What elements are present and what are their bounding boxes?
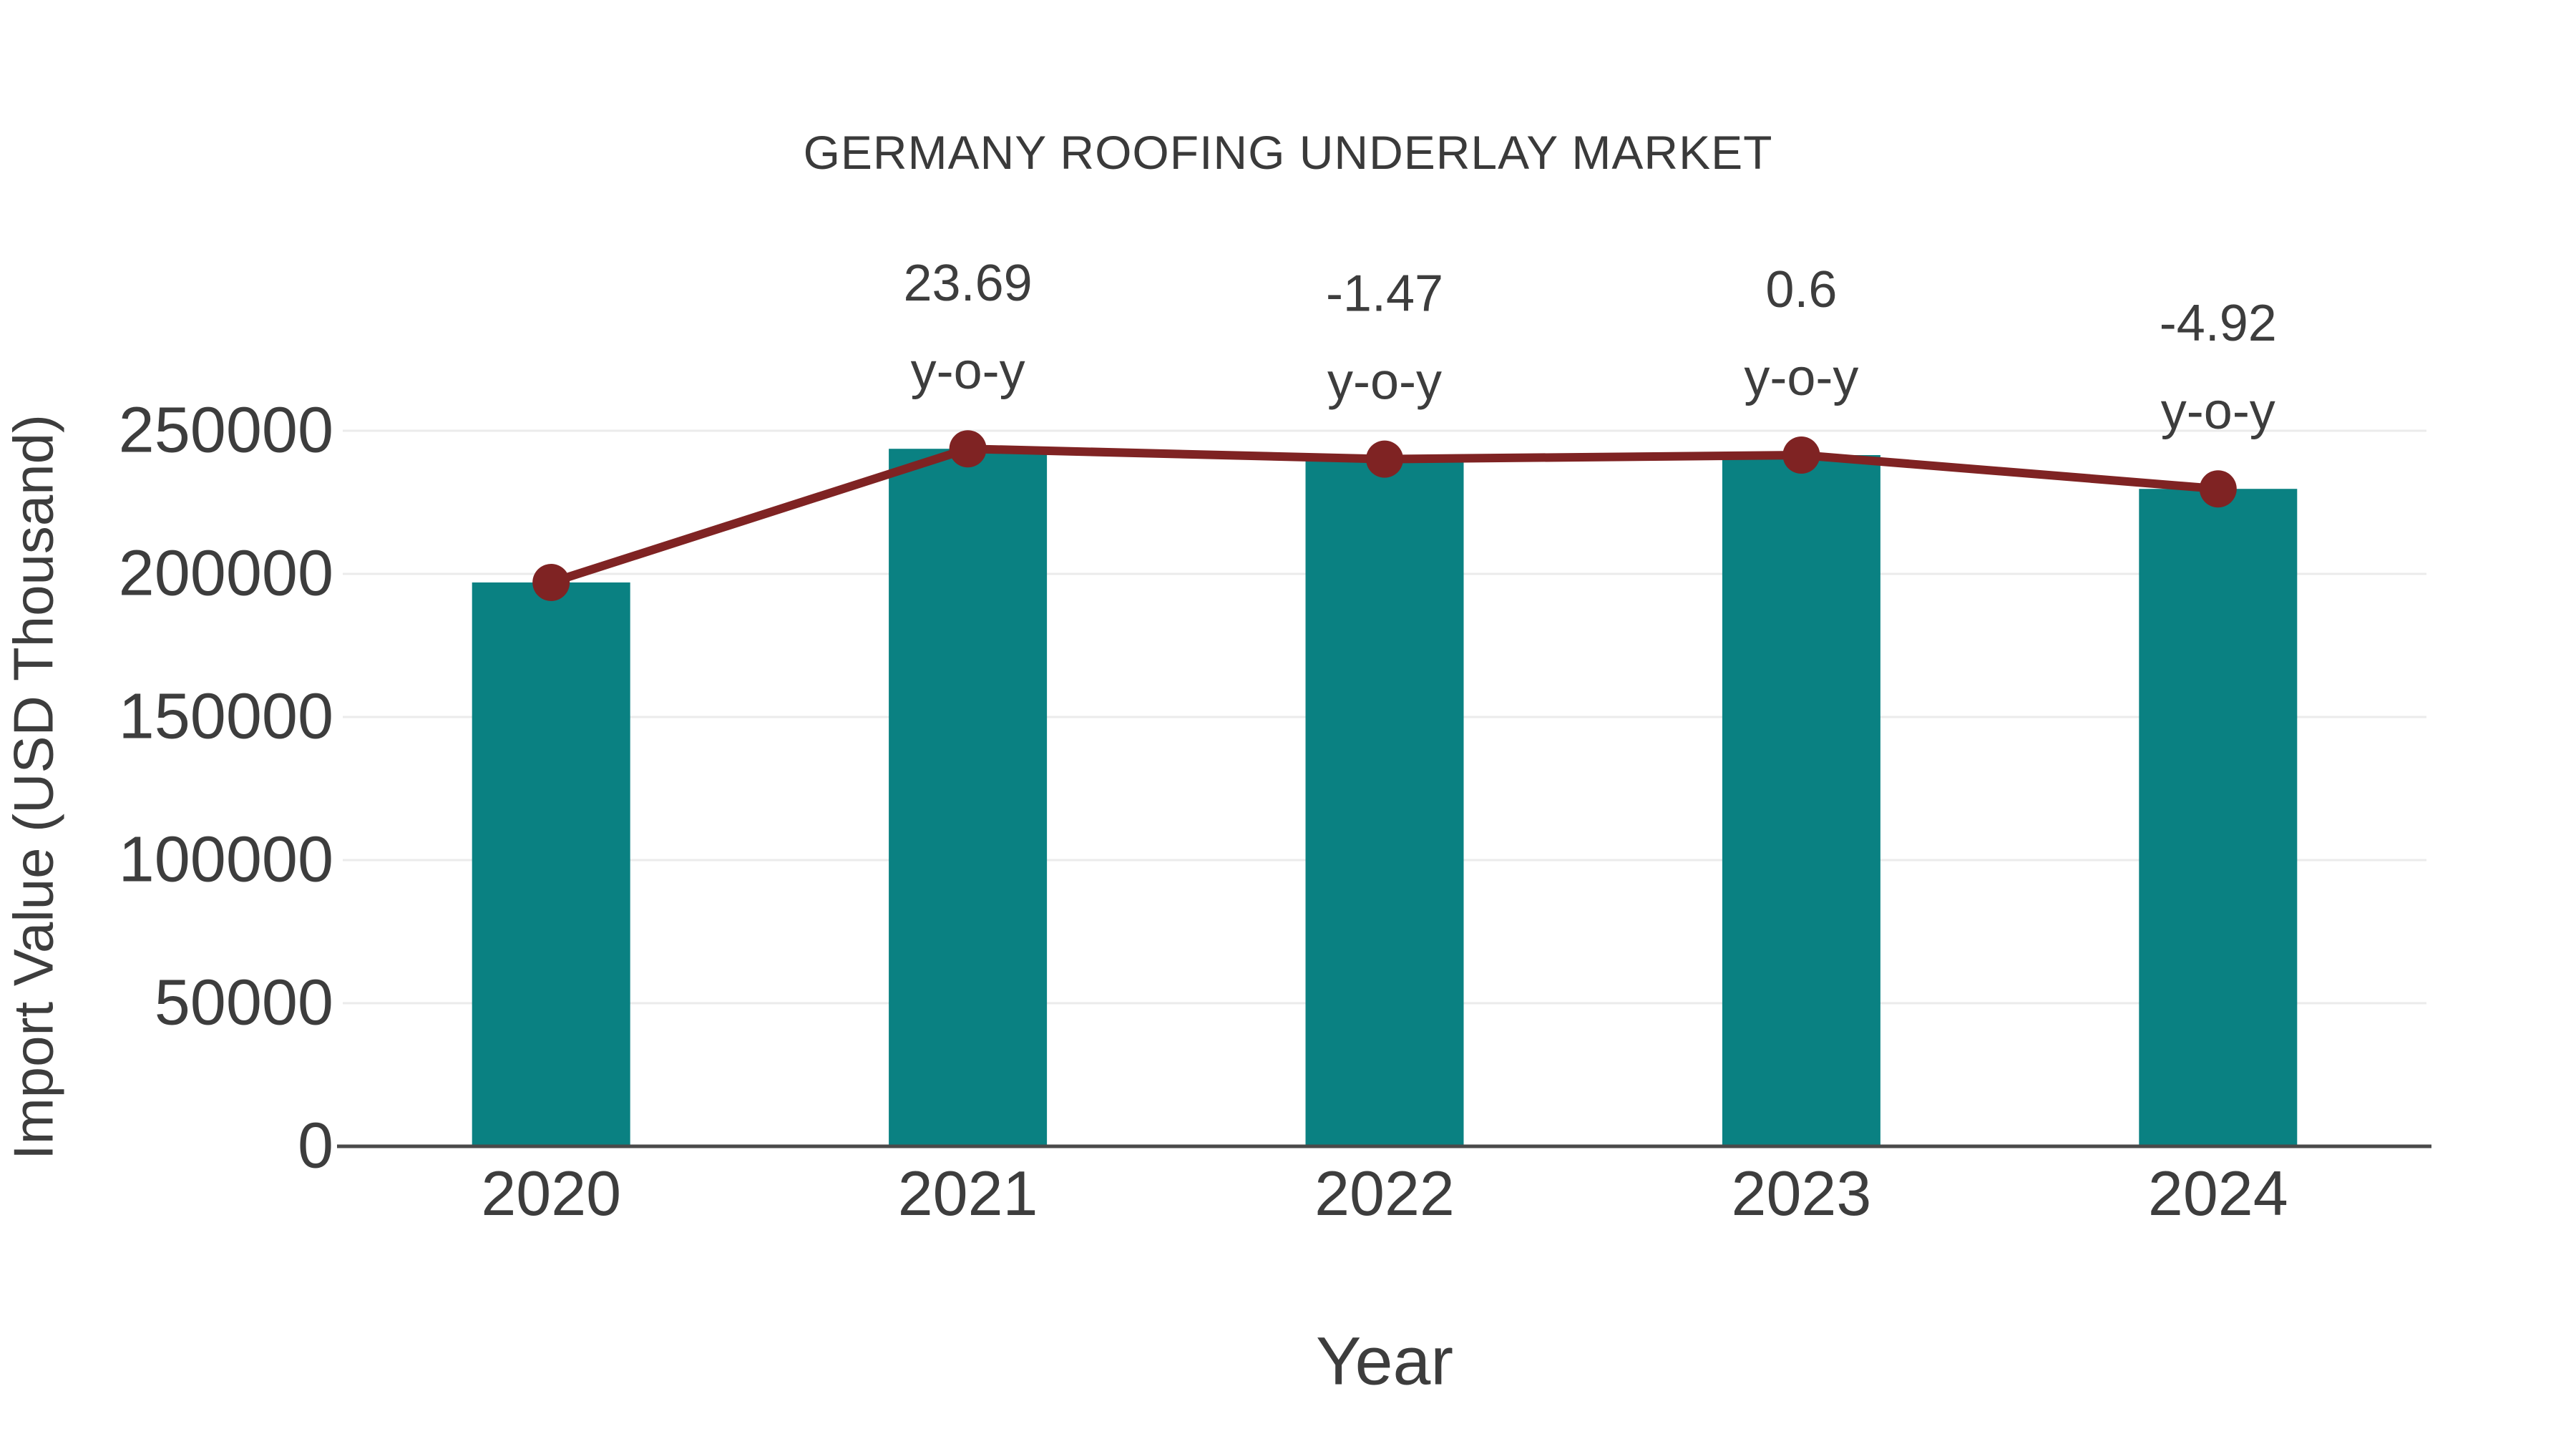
y-tick-label: 50000 [155,967,333,1039]
bar-2021 [889,449,1048,1146]
y-tick-label: 100000 [119,824,333,896]
marker-2020 [532,564,570,601]
bar-2022 [1305,459,1464,1146]
marker-2022 [1366,440,1403,478]
yoy-value-label: -4.92 [2160,295,2277,352]
y-tick-label: 200000 [119,538,333,610]
yoy-value-label: 0.6 [1765,261,1837,318]
x-tick-label: 2020 [481,1158,621,1229]
yoy-value-label: 23.69 [904,255,1033,312]
yoy-suffix-label: y-o-y [1327,353,1442,411]
y-tick-label: 150000 [119,681,333,753]
x-axis-title: Year [1316,1323,1453,1400]
bar-2024 [2139,489,2298,1146]
yoy-suffix-label: y-o-y [911,343,1025,400]
marker-2024 [2199,470,2237,508]
x-tick-label: 2021 [898,1158,1038,1229]
chart-title: GERMANY ROOFING UNDERLAY MARKET [803,126,1773,179]
yoy-suffix-label: y-o-y [2161,383,2275,440]
marker-2021 [949,430,987,468]
y-tick-label: 250000 [119,395,333,467]
marker-2023 [1782,436,1820,474]
bar-2023 [1722,455,1880,1146]
yoy-value-label: -1.47 [1326,265,1443,323]
x-tick-label: 2022 [1314,1158,1455,1229]
y-tick-label: 0 [298,1111,333,1182]
x-tick-label: 2024 [2148,1158,2288,1229]
x-tick-label: 2023 [1732,1158,1872,1229]
bar-2020 [472,582,630,1146]
yoy-suffix-label: y-o-y [1744,349,1858,406]
